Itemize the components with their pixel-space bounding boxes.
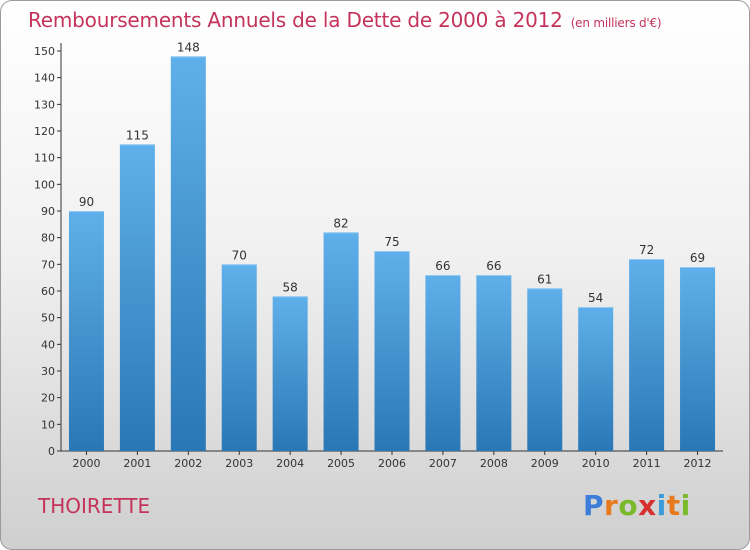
bar: [629, 259, 665, 451]
x-tick-label: 2000: [72, 457, 100, 470]
x-tick-label: 2007: [429, 457, 457, 470]
logo-letter: i: [680, 489, 691, 522]
bar: [578, 307, 614, 451]
axes: 0 10 20 30 40 50 60 70 80 90 100 110 120 130 140 150 200…: [34, 43, 723, 470]
x-tick-label: 2010: [582, 457, 610, 470]
bar: [170, 56, 206, 451]
logo-letter: i: [656, 489, 667, 522]
x-tick-label: 2011: [633, 457, 661, 470]
bar: [680, 267, 716, 451]
x-tick-label: 2008: [480, 457, 508, 470]
bar: [221, 264, 257, 451]
y-tick-label: 20: [41, 392, 55, 405]
x-tick-label: 2003: [225, 457, 253, 470]
x-tick-label: 2012: [684, 457, 712, 470]
data-label: 90: [79, 195, 94, 209]
proxiti-logo: Proxiti: [583, 489, 691, 522]
bar: [374, 251, 410, 451]
y-tick-label: 80: [41, 232, 55, 245]
logo-letter: r: [604, 489, 619, 522]
data-label: 148: [177, 40, 200, 54]
bar: [119, 144, 155, 452]
y-tick-label: 30: [41, 365, 55, 378]
y-tick-label: 140: [34, 72, 55, 85]
x-tick-label: 2004: [276, 457, 304, 470]
chart-unit: (en milliers d'€): [570, 16, 662, 30]
data-label: 115: [126, 128, 149, 142]
data-label: 72: [639, 243, 654, 257]
x-tick-label: 2006: [378, 457, 406, 470]
chart-title: Remboursements Annuels de la Dette de 20…: [28, 8, 662, 32]
x-tick-label: 2009: [531, 457, 559, 470]
bar: [476, 275, 512, 451]
x-tick-label: 2005: [327, 457, 355, 470]
y-tick-label: 60: [41, 285, 55, 298]
y-tick-label: 40: [41, 338, 55, 351]
logo-letter: P: [583, 489, 605, 522]
y-tick-label: 130: [34, 98, 55, 111]
logo-letter: o: [618, 489, 639, 522]
data-label: 66: [435, 259, 450, 273]
y-tick-label: 90: [41, 205, 55, 218]
y-tick-label: 50: [41, 312, 55, 325]
data-label: 61: [537, 272, 552, 286]
commune-name: THOIRETTE: [38, 494, 151, 518]
data-label: 69: [690, 251, 705, 265]
y-tick-label: 70: [41, 258, 55, 271]
data-label: 75: [384, 235, 399, 249]
y-tick-label: 110: [34, 152, 55, 165]
data-label: 54: [588, 291, 603, 305]
data-label: 82: [333, 216, 348, 230]
y-tick-label: 0: [48, 445, 55, 458]
data-label: 66: [486, 259, 501, 273]
y-tick-label: 100: [34, 178, 55, 191]
bar: [527, 288, 563, 451]
bar: [323, 232, 359, 451]
y-tick-label: 150: [34, 45, 55, 58]
logo-letter: x: [638, 489, 657, 522]
bars: 90 115 148 70 58 82 75 66 66 61 54 72 69: [68, 40, 716, 452]
x-tick-label: 2001: [123, 457, 151, 470]
logo-letter: t: [666, 489, 681, 522]
chart-title-text: Remboursements Annuels de la Dette de 20…: [28, 8, 563, 32]
bar: [272, 296, 308, 451]
data-label: 70: [232, 248, 247, 262]
y-tick-label: 10: [41, 418, 55, 431]
y-tick-label: 120: [34, 125, 55, 138]
x-tick-label: 2002: [174, 457, 202, 470]
bar: [68, 211, 104, 451]
data-label: 58: [283, 280, 298, 294]
bar: [425, 275, 461, 451]
